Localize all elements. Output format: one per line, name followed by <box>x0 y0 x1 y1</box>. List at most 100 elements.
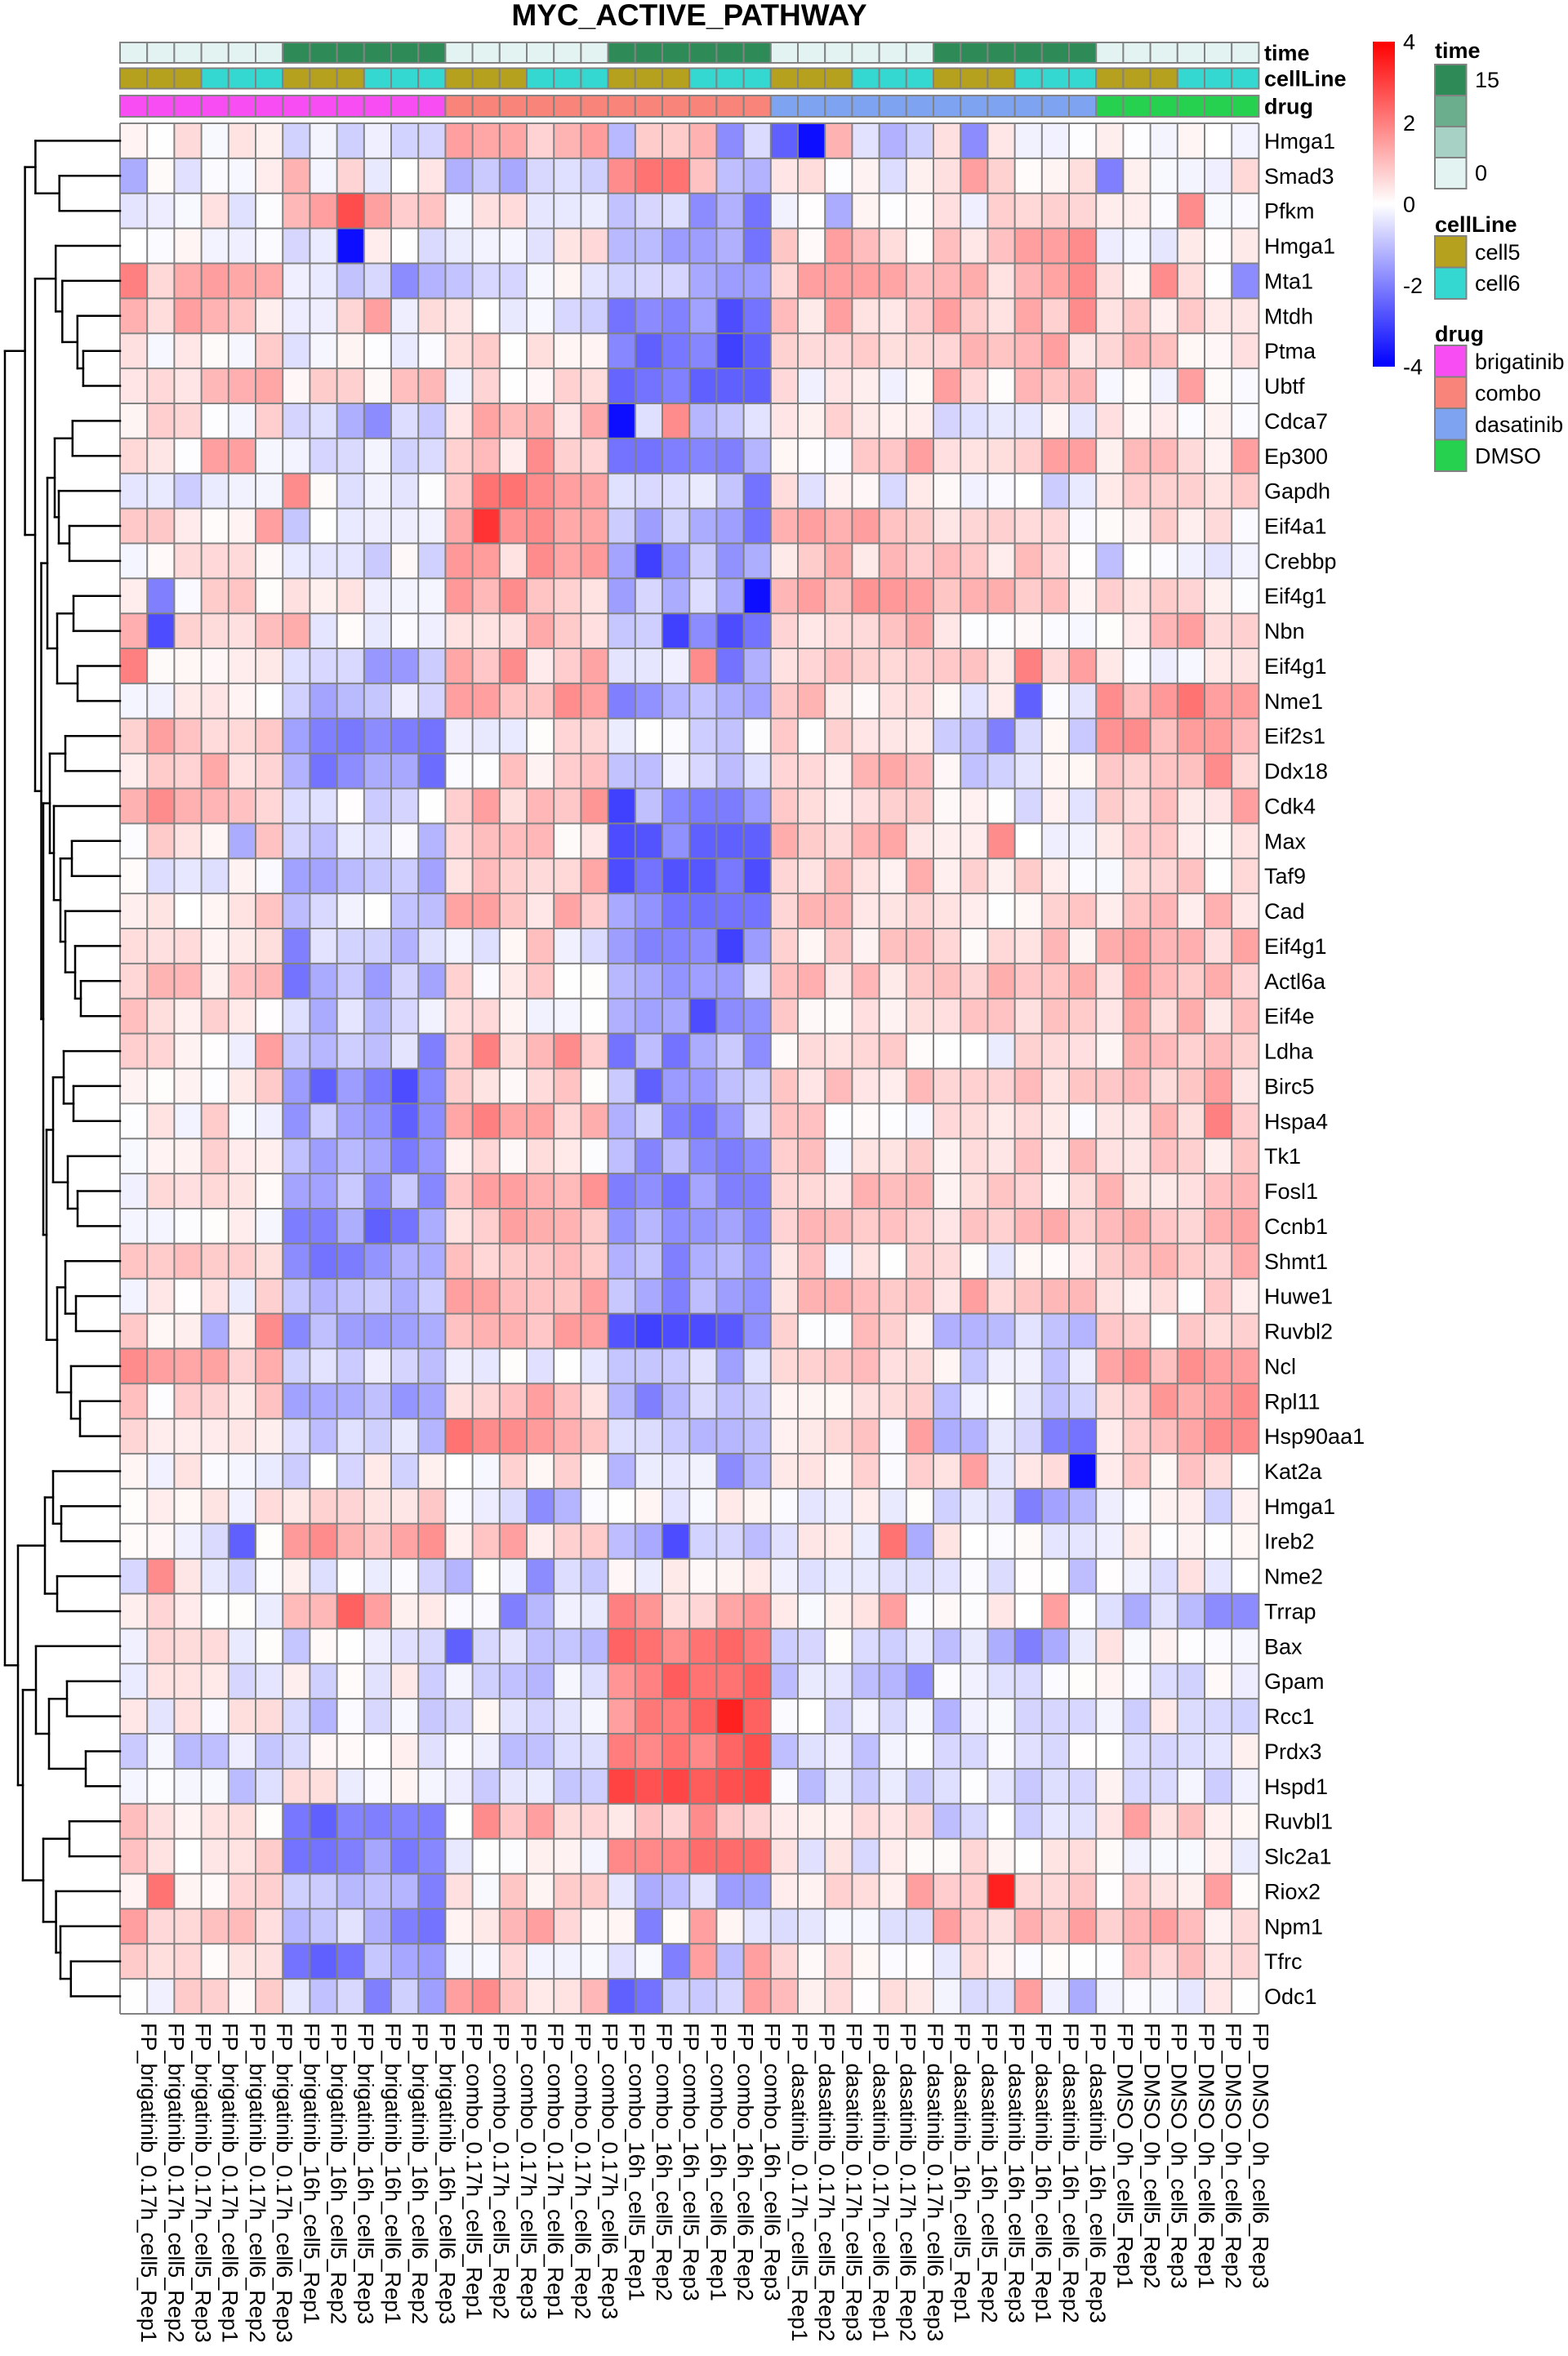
svg-text:Eif4g1: Eif4g1 <box>1264 584 1327 608</box>
svg-text:Ubtf: Ubtf <box>1264 374 1305 399</box>
svg-text:Ccnb1: Ccnb1 <box>1264 1214 1328 1239</box>
svg-text:FP_brigatinib_16h_cell5_Rep1: FP_brigatinib_16h_cell5_Rep1 <box>299 2023 323 2324</box>
svg-text:0: 0 <box>1475 161 1487 185</box>
svg-text:Gpam: Gpam <box>1264 1669 1325 1694</box>
svg-text:Birc5: Birc5 <box>1264 1074 1315 1098</box>
svg-text:Actl6a: Actl6a <box>1264 969 1326 994</box>
svg-text:FP_DMSO_0h_cell6_Rep1: FP_DMSO_0h_cell6_Rep1 <box>1194 2023 1218 2289</box>
svg-text:Ncl: Ncl <box>1264 1354 1296 1378</box>
svg-text:FP_combo_0.17h_cell5_Rep1: FP_combo_0.17h_cell5_Rep1 <box>462 2023 487 2319</box>
svg-text:Nme1: Nme1 <box>1264 689 1323 714</box>
svg-text:dasatinib: dasatinib <box>1475 412 1563 437</box>
svg-text:Hmga1: Hmga1 <box>1264 234 1335 259</box>
svg-text:15: 15 <box>1475 68 1499 92</box>
svg-text:combo: combo <box>1475 381 1541 406</box>
svg-text:Max: Max <box>1264 829 1307 853</box>
svg-text:Ep300: Ep300 <box>1264 444 1328 469</box>
svg-text:FP_DMSO_0h_cell5_Rep3: FP_DMSO_0h_cell5_Rep3 <box>1167 2023 1192 2289</box>
svg-text:FP_brigatinib_16h_cell5_Rep3: FP_brigatinib_16h_cell5_Rep3 <box>354 2023 378 2324</box>
svg-text:Eif4g1: Eif4g1 <box>1264 654 1327 679</box>
svg-text:Odc1: Odc1 <box>1264 1984 1317 2009</box>
svg-text:Mtdh: Mtdh <box>1264 304 1313 328</box>
svg-text:Rpl11: Rpl11 <box>1264 1389 1321 1414</box>
svg-text:Tk1: Tk1 <box>1264 1144 1301 1169</box>
svg-text:cellLine: cellLine <box>1264 67 1347 91</box>
svg-text:FP_combo_0.17h_cell6_Rep3: FP_combo_0.17h_cell6_Rep3 <box>598 2023 622 2319</box>
svg-text:FP_brigatinib_0.17h_cell6_Rep1: FP_brigatinib_0.17h_cell6_Rep1 <box>218 2023 243 2343</box>
svg-text:FP_combo_16h_cell5_Rep3: FP_combo_16h_cell5_Rep3 <box>679 2023 703 2301</box>
svg-text:Huwe1: Huwe1 <box>1264 1285 1333 1309</box>
svg-text:FP_dasatinib_16h_cell5_Rep1: FP_dasatinib_16h_cell5_Rep1 <box>950 2023 974 2323</box>
svg-text:2: 2 <box>1403 111 1415 136</box>
svg-text:Ireb2: Ireb2 <box>1264 1530 1315 1554</box>
svg-text:Smad3: Smad3 <box>1264 164 1334 189</box>
svg-text:Kat2a: Kat2a <box>1264 1459 1323 1484</box>
svg-text:0: 0 <box>1403 193 1415 217</box>
svg-text:Eif4a1: Eif4a1 <box>1264 514 1327 539</box>
svg-text:drug: drug <box>1264 95 1313 119</box>
svg-text:Crebbp: Crebbp <box>1264 549 1337 573</box>
svg-text:Ddx18: Ddx18 <box>1264 759 1328 784</box>
svg-text:FP_combo_16h_cell6_Rep2: FP_combo_16h_cell6_Rep2 <box>733 2023 758 2301</box>
svg-text:Shmt1: Shmt1 <box>1264 1249 1328 1274</box>
svg-text:FP_combo_0.17h_cell6_Rep2: FP_combo_0.17h_cell6_Rep2 <box>570 2023 595 2319</box>
svg-text:Cdca7: Cdca7 <box>1264 409 1328 434</box>
svg-text:FP_dasatinib_0.17h_cell5_Rep3: FP_dasatinib_0.17h_cell5_Rep3 <box>841 2023 866 2341</box>
svg-text:FP_DMSO_0h_cell5_Rep1: FP_DMSO_0h_cell5_Rep1 <box>1112 2023 1137 2289</box>
svg-text:FP_brigatinib_0.17h_cell6_Rep2: FP_brigatinib_0.17h_cell6_Rep2 <box>245 2023 270 2343</box>
svg-text:-2: -2 <box>1403 274 1423 298</box>
svg-text:FP_brigatinib_16h_cell5_Rep2: FP_brigatinib_16h_cell5_Rep2 <box>327 2023 351 2324</box>
svg-text:Hmga1: Hmga1 <box>1264 1494 1335 1519</box>
svg-text:Fosl1: Fosl1 <box>1264 1179 1318 1204</box>
svg-text:time: time <box>1264 41 1310 65</box>
svg-text:FP_brigatinib_0.17h_cell5_Rep1: FP_brigatinib_0.17h_cell5_Rep1 <box>136 2023 161 2343</box>
svg-text:FP_dasatinib_0.17h_cell5_Rep1: FP_dasatinib_0.17h_cell5_Rep1 <box>787 2023 812 2341</box>
svg-text:FP_brigatinib_0.17h_cell5_Rep2: FP_brigatinib_0.17h_cell5_Rep2 <box>163 2023 188 2343</box>
svg-text:FP_combo_16h_cell6_Rep1: FP_combo_16h_cell6_Rep1 <box>706 2023 730 2301</box>
svg-text:-4: -4 <box>1403 355 1423 380</box>
svg-text:Nbn: Nbn <box>1264 619 1305 644</box>
svg-text:FP_DMSO_0h_cell5_Rep2: FP_DMSO_0h_cell5_Rep2 <box>1140 2023 1165 2289</box>
svg-text:Taf9: Taf9 <box>1264 864 1306 889</box>
svg-text:Ptma: Ptma <box>1264 339 1316 363</box>
svg-text:Riox2: Riox2 <box>1264 1879 1321 1904</box>
svg-text:FP_dasatinib_16h_cell6_Rep1: FP_dasatinib_16h_cell6_Rep1 <box>1031 2023 1056 2323</box>
svg-text:Prdx3: Prdx3 <box>1264 1739 1322 1764</box>
svg-text:Cdk4: Cdk4 <box>1264 795 1316 819</box>
svg-text:Hspa4: Hspa4 <box>1264 1109 1328 1133</box>
svg-text:FP_dasatinib_0.17h_cell6_Rep3: FP_dasatinib_0.17h_cell6_Rep3 <box>923 2023 947 2341</box>
svg-text:FP_dasatinib_0.17h_cell5_Rep2: FP_dasatinib_0.17h_cell5_Rep2 <box>814 2023 839 2341</box>
svg-text:FP_brigatinib_16h_cell6_Rep2: FP_brigatinib_16h_cell6_Rep2 <box>408 2023 432 2324</box>
svg-text:Hspd1: Hspd1 <box>1264 1775 1328 1799</box>
svg-text:Nme2: Nme2 <box>1264 1565 1323 1589</box>
svg-text:time: time <box>1435 38 1481 63</box>
svg-text:Npm1: Npm1 <box>1264 1914 1323 1939</box>
svg-text:FP_dasatinib_16h_cell6_Rep2: FP_dasatinib_16h_cell6_Rep2 <box>1058 2023 1083 2323</box>
svg-text:Ruvbl1: Ruvbl1 <box>1264 1810 1333 1834</box>
svg-text:FP_dasatinib_16h_cell5_Rep2: FP_dasatinib_16h_cell5_Rep2 <box>977 2023 1001 2323</box>
svg-text:FP_DMSO_0h_cell6_Rep2: FP_DMSO_0h_cell6_Rep2 <box>1221 2023 1245 2289</box>
svg-text:FP_combo_0.17h_cell5_Rep3: FP_combo_0.17h_cell5_Rep3 <box>516 2023 541 2319</box>
svg-text:FP_combo_0.17h_cell6_Rep1: FP_combo_0.17h_cell6_Rep1 <box>543 2023 568 2319</box>
svg-text:FP_dasatinib_16h_cell5_Rep3: FP_dasatinib_16h_cell5_Rep3 <box>1004 2023 1029 2323</box>
svg-text:FP_dasatinib_0.17h_cell6_Rep1: FP_dasatinib_0.17h_cell6_Rep1 <box>869 2023 893 2341</box>
svg-text:FP_brigatinib_16h_cell6_Rep1: FP_brigatinib_16h_cell6_Rep1 <box>381 2023 405 2324</box>
svg-text:Slc2a1: Slc2a1 <box>1264 1845 1332 1869</box>
svg-text:Hmga1: Hmga1 <box>1264 129 1335 154</box>
svg-text:FP_combo_16h_cell6_Rep3: FP_combo_16h_cell6_Rep3 <box>760 2023 785 2301</box>
svg-text:Hsp90aa1: Hsp90aa1 <box>1264 1424 1365 1449</box>
svg-text:Bax: Bax <box>1264 1634 1303 1659</box>
svg-text:Mta1: Mta1 <box>1264 269 1313 293</box>
svg-text:FP_brigatinib_0.17h_cell5_Rep3: FP_brigatinib_0.17h_cell5_Rep3 <box>191 2023 216 2343</box>
svg-text:4: 4 <box>1403 30 1415 55</box>
svg-text:drug: drug <box>1435 322 1484 346</box>
svg-text:FP_dasatinib_0.17h_cell6_Rep2: FP_dasatinib_0.17h_cell6_Rep2 <box>896 2023 920 2341</box>
svg-text:DMSO: DMSO <box>1475 444 1541 469</box>
svg-text:Pfkm: Pfkm <box>1264 199 1315 224</box>
svg-text:FP_brigatinib_0.17h_cell6_Rep3: FP_brigatinib_0.17h_cell6_Rep3 <box>272 2023 296 2343</box>
svg-text:Eif4e: Eif4e <box>1264 1004 1315 1029</box>
svg-text:cell5: cell5 <box>1475 240 1521 265</box>
svg-text:Eif2s1: Eif2s1 <box>1264 724 1325 749</box>
svg-text:FP_combo_16h_cell5_Rep2: FP_combo_16h_cell5_Rep2 <box>652 2023 676 2301</box>
svg-text:cellLine: cellLine <box>1435 212 1517 237</box>
